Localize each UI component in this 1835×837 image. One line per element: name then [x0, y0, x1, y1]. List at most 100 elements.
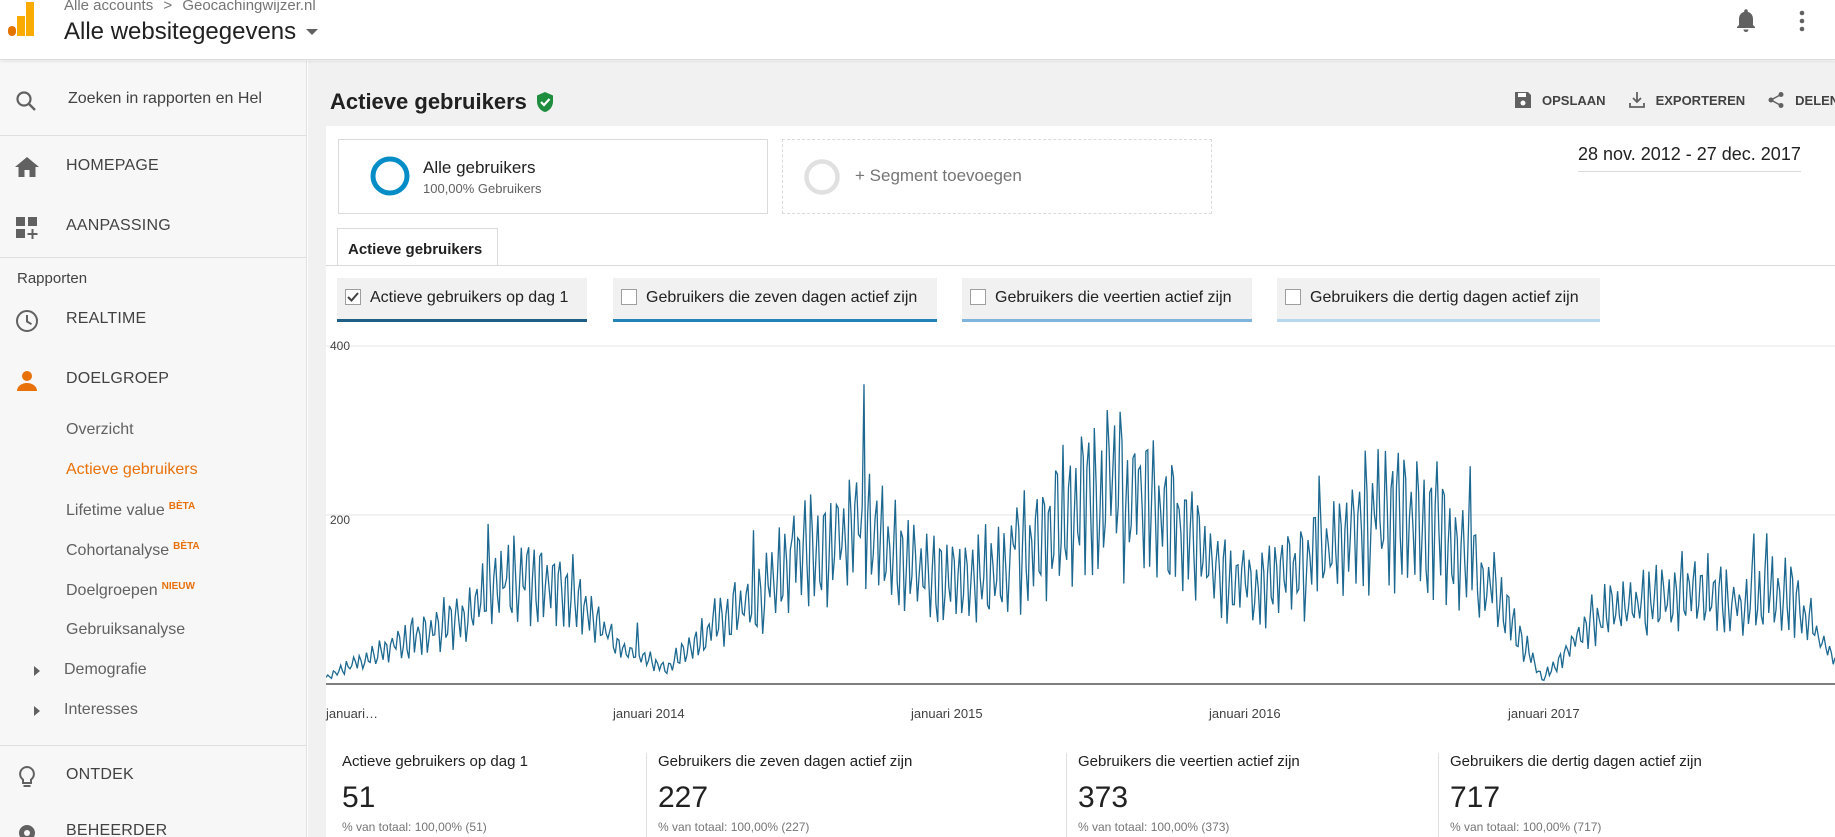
subitem-label: Demografie — [64, 661, 147, 678]
date-range-picker[interactable]: 28 nov. 2012 - 27 dec. 2017 — [1578, 144, 1801, 172]
sidebar-item-label: BEHEERDER — [66, 822, 168, 837]
metric-toggle-14day[interactable]: Gebruikers die veertien actief zijn — [962, 278, 1252, 322]
breadcrumb-site[interactable]: Geocachingwijzer.nl — [182, 0, 316, 14]
sidebar-subitem-cohort-analysis[interactable]: Cohortanalyse BÈTA — [66, 541, 200, 560]
x-tick-label: januari 2015 — [911, 706, 983, 721]
subitem-label: Lifetime value — [66, 502, 165, 519]
sidebar-subitem-user-explorer[interactable]: Gebruiksanalyse — [66, 621, 185, 639]
breadcrumb-accounts[interactable]: Alle accounts — [64, 0, 154, 14]
sidebar-subitem-demographics[interactable]: Demografie — [64, 661, 147, 679]
sidebar-subitem-interests[interactable]: Interesses — [64, 701, 138, 719]
clock-icon — [16, 310, 38, 332]
summary-divider — [1066, 753, 1067, 837]
analytics-logo[interactable] — [6, 0, 36, 38]
summary-14day: Gebruikers die veertien actief zijn 373 … — [1078, 753, 1300, 834]
y-tick-label: 400 — [330, 339, 351, 353]
summary-divider — [1438, 753, 1439, 837]
summary-value: 227 — [658, 781, 709, 814]
summary-day1: Actieve gebruikers op dag 1 51 % van tot… — [342, 753, 528, 834]
summary-divider — [646, 753, 647, 837]
sidebar-item-label: REALTIME — [66, 310, 147, 327]
more-options-icon[interactable] — [1792, 8, 1812, 34]
checkbox-checked-icon[interactable] — [345, 289, 361, 305]
beta-badge: BÈTA — [173, 541, 200, 552]
sidebar-item-admin[interactable]: BEHEERDER — [0, 802, 306, 837]
home-icon — [15, 157, 39, 177]
subitem-label: Cohortanalyse — [66, 542, 170, 559]
x-tick-label: januari 2014 — [613, 706, 685, 721]
active-users-line-chart[interactable] — [326, 334, 1835, 714]
segment-donut-icon — [370, 156, 410, 196]
sidebar-item-realtime[interactable]: REALTIME — [0, 290, 306, 350]
sidebar-search[interactable]: Zoeken in rapporten en Hel — [0, 61, 306, 136]
metric-label: Actieve gebruikers op dag 1 — [370, 289, 569, 306]
view-selector[interactable]: Alle websitegegevens — [64, 18, 319, 46]
top-bar: Alle accounts > Geocachingwijzer.nl Alle… — [0, 0, 1835, 60]
summary-30day: Gebruikers die dertig dagen actief zijn … — [1450, 753, 1702, 834]
lightbulb-icon — [19, 765, 35, 787]
summary-title: Gebruikers die zeven dagen actief zijn — [658, 753, 913, 770]
checkbox[interactable] — [621, 289, 637, 305]
save-icon — [1515, 92, 1531, 108]
checkbox[interactable] — [1285, 289, 1301, 305]
metric-label: Gebruikers die veertien actief zijn — [995, 289, 1232, 306]
subitem-label: Actieve gebruikers — [66, 461, 198, 478]
sidebar-subitem-lifetime-value[interactable]: Lifetime value BÈTA — [66, 501, 195, 520]
sidebar-item-audience[interactable]: DOELGROEP — [0, 350, 306, 410]
summary-value: 717 — [1450, 781, 1501, 814]
report-header: Actieve gebruikers — [330, 89, 555, 115]
summary-percent: % van totaal: 100,00% (373) — [1078, 820, 1230, 834]
expand-arrow-icon[interactable] — [34, 666, 40, 676]
sidebar-item-discover[interactable]: ONTDEK — [0, 746, 306, 806]
empty-segment-donut-icon — [804, 159, 840, 195]
x-tick-label: januari 2016 — [1209, 706, 1281, 721]
search-input[interactable]: Zoeken in rapporten en Hel — [68, 90, 262, 107]
tab-divider — [326, 265, 1835, 266]
segment-share: 100,00% Gebruikers — [423, 181, 542, 196]
gear-icon — [19, 825, 35, 837]
sidebar-subitem-overview[interactable]: Overzicht — [66, 421, 134, 439]
metric-color-bar — [613, 319, 937, 322]
report-actions: OPSLAAN EXPORTEREN DELEN — [1514, 91, 1835, 109]
add-segment-button[interactable]: + Segment toevoegen — [782, 139, 1212, 214]
download-icon — [1628, 92, 1645, 108]
sidebar-bottom-nav: ONTDEK BEHEERDER — [0, 745, 306, 837]
sidebar-item-homepage[interactable]: HOMEPAGE — [0, 137, 306, 197]
segment-all-users[interactable]: Alle gebruikers 100,00% Gebruikers — [338, 139, 768, 214]
person-icon — [17, 371, 37, 391]
metric-toggle-day1[interactable]: Actieve gebruikers op dag 1 — [337, 278, 587, 322]
x-tick-label: januari 2017 — [1508, 706, 1580, 721]
export-label: EXPORTEREN — [1655, 92, 1746, 108]
save-button[interactable]: OPSLAAN — [1514, 91, 1606, 109]
summary-percent: % van totaal: 100,00% (717) — [1450, 820, 1602, 834]
summary-value: 51 — [342, 781, 376, 814]
sidebar-item-customization[interactable]: AANPASSING — [0, 197, 306, 257]
view-title: Alle websitegegevens — [64, 18, 297, 45]
export-button[interactable]: EXPORTEREN — [1628, 91, 1746, 109]
summary-7day: Gebruikers die zeven dagen actief zijn 2… — [658, 753, 912, 834]
checkbox[interactable] — [970, 289, 986, 305]
sidebar-subitem-audiences[interactable]: Doelgroepen NIEUW — [66, 581, 195, 600]
summary-title: Gebruikers die dertig dagen actief zijn — [1450, 753, 1702, 770]
subitem-label: Gebruiksanalyse — [66, 621, 186, 638]
metric-toggle-7day[interactable]: Gebruikers die zeven dagen actief zijn — [613, 278, 937, 322]
sidebar-divider — [0, 257, 306, 258]
breadcrumb-separator: > — [163, 0, 173, 14]
summary-percent: % van totaal: 100,00% (227) — [658, 820, 810, 834]
dashboard-add-icon — [16, 217, 38, 239]
metric-toggle-30day[interactable]: Gebruikers die dertig dagen actief zijn — [1277, 278, 1600, 322]
summary-percent: % van totaal: 100,00% (51) — [342, 820, 487, 834]
expand-arrow-icon[interactable] — [34, 706, 40, 716]
share-label: DELEN — [1795, 92, 1835, 108]
tab-active-users[interactable]: Actieve gebruikers — [337, 228, 498, 266]
x-tick-label: januari… — [326, 706, 379, 721]
share-button[interactable]: DELEN — [1767, 91, 1835, 109]
beta-badge: BÈTA — [168, 501, 196, 512]
sidebar-item-label: HOMEPAGE — [66, 157, 159, 174]
add-segment-label: + Segment toevoegen — [855, 166, 1022, 185]
sidebar-item-label: ONTDEK — [66, 766, 134, 783]
sidebar-subitem-active-users[interactable]: Actieve gebruikers — [66, 461, 198, 479]
metric-label: Gebruikers die zeven dagen actief zijn — [646, 289, 918, 306]
notifications-bell-icon[interactable] — [1734, 8, 1758, 34]
share-icon — [1768, 92, 1784, 108]
